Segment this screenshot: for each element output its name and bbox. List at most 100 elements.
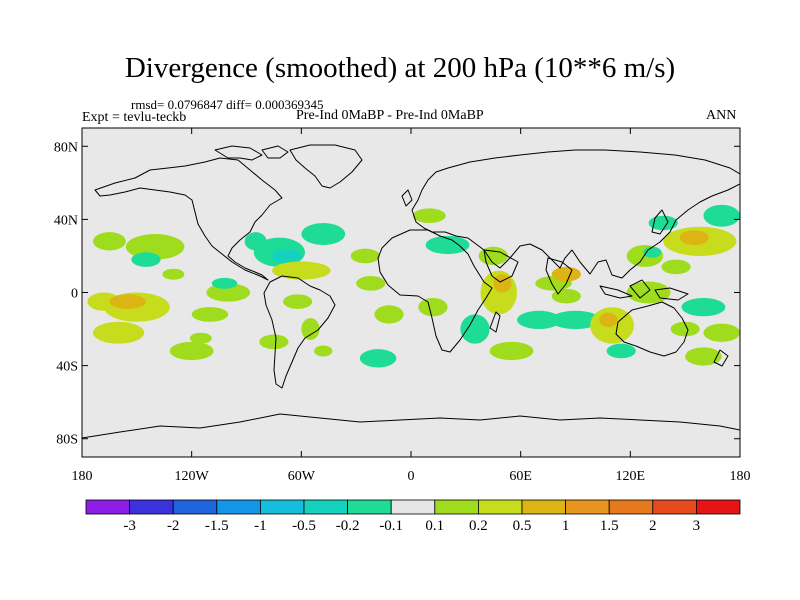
coast-canada-islands: [214, 145, 289, 161]
anomaly-blob: [301, 318, 320, 341]
colorbar-swatch: [652, 499, 697, 515]
x-tick-label: 120E: [616, 469, 646, 484]
anomaly-blob: [301, 223, 346, 245]
colorbar-label: -2: [167, 518, 180, 534]
anomaly-blob: [189, 332, 212, 344]
coast-greenland: [289, 144, 363, 189]
colorbar-label: -0.2: [336, 518, 360, 534]
anomaly-blob: [283, 294, 313, 309]
colorbar-label: 1: [562, 518, 570, 534]
colorbar-label: 0.5: [513, 518, 532, 534]
colorbar-swatch: [216, 499, 261, 515]
coast-eurasia: [411, 149, 740, 279]
x-tick-label: 180: [72, 469, 93, 484]
x-tick-label: 60E: [509, 469, 532, 484]
anomaly-blob: [206, 283, 251, 302]
anomaly-blob: [685, 347, 722, 366]
anomaly-blob: [412, 208, 446, 224]
anomaly-blob: [272, 261, 331, 280]
colorbar-swatch: [521, 499, 566, 515]
colorbar-swatch: [129, 499, 174, 515]
colorbar-swatch: [696, 499, 741, 515]
y-tick-label: 40S: [56, 360, 78, 375]
colorbar-label: 0.1: [425, 518, 444, 534]
axis-ticks: 80N 40N 0 40S 80S 180 120W 60W 0 60E 120E 180: [54, 128, 751, 484]
colorbar-label: -3: [123, 518, 136, 534]
plot-title: Divergence (smoothed) at 200 hPa (10**6 …: [124, 52, 676, 84]
colorbar-label: -0.1: [379, 518, 403, 534]
anomaly-blob: [679, 230, 709, 245]
coast-arabia: [483, 249, 519, 283]
anomaly-blob: [599, 312, 618, 328]
anomaly-blob: [460, 314, 490, 344]
colorbar-swatch: [390, 499, 436, 515]
experiment-label: Expt = tevlu-teckb: [82, 110, 187, 125]
colorbar-swatch: [477, 499, 523, 515]
stats-line: rmsd= 0.0796847 diff= 0.000369345: [131, 97, 324, 112]
anomaly-blob: [314, 345, 333, 357]
colorbar: -3 -2 -1.5 -1 -0.5 -0.2 -0.1 0.1 0.2 0.5 1 1.5 2 3: [85, 499, 741, 534]
y-tick-label: 40N: [54, 213, 78, 228]
anomaly-blob: [169, 341, 214, 361]
x-tick-label: 0: [408, 469, 415, 484]
colorbar-swatch: [303, 499, 348, 515]
coast-british-isles: [401, 189, 413, 207]
anomaly-blob: [374, 305, 404, 324]
coastlines: [82, 144, 740, 439]
coast-japan: [651, 209, 669, 235]
anomaly-blob: [211, 277, 238, 289]
x-tick-label: 60W: [288, 469, 316, 484]
y-tick-label: 80N: [54, 140, 78, 155]
anomaly-blob: [92, 321, 145, 344]
coast-africa: [377, 229, 493, 353]
anomaly-blob: [703, 204, 740, 227]
anomaly-blob: [643, 246, 662, 258]
colorbar-label: 3: [693, 518, 701, 534]
anomaly-blob: [359, 349, 397, 368]
coast-south-america: [263, 275, 336, 389]
anomaly-blob: [489, 341, 534, 361]
anomaly-blob: [350, 248, 380, 264]
anomaly-blob: [162, 268, 185, 280]
case-label: Pre-Ind 0MaBP - Pre-Ind 0MaBP: [296, 108, 484, 123]
anomaly-blob: [517, 310, 561, 330]
anomaly-blob: [191, 307, 229, 322]
anomaly-blob: [493, 274, 512, 293]
anomaly-blob: [109, 294, 146, 309]
anomaly-blob: [606, 343, 636, 359]
coast-indonesia: [599, 279, 689, 301]
anomaly-blob: [92, 232, 126, 251]
anomaly-blob: [356, 276, 386, 291]
x-tick-label: 180: [730, 469, 751, 484]
colorbar-label: 2: [649, 518, 657, 534]
anomaly-blob: [549, 310, 602, 330]
x-tick-label: 120W: [175, 469, 210, 484]
anomaly-blob: [670, 321, 700, 337]
anomaly-blob: [425, 235, 470, 255]
anomaly-blob: [418, 297, 448, 317]
colorbar-swatch: [434, 499, 479, 515]
colorbar-label: -1.5: [205, 518, 229, 534]
coast-australia: [615, 301, 689, 357]
anomaly-blob: [131, 252, 161, 267]
colorbar-swatch: [565, 499, 610, 515]
coast-india: [545, 257, 573, 295]
y-tick-label: 80S: [56, 433, 78, 448]
colorbar-label: 0.2: [469, 518, 488, 534]
y-tick-label: 0: [71, 287, 78, 302]
coast-antarctica: [82, 413, 740, 439]
season-label: ANN: [706, 108, 737, 123]
anomaly-blob: [648, 215, 678, 231]
anomaly-blob: [272, 248, 302, 264]
colorbar-swatch: [172, 499, 218, 515]
colorbar-swatch: [347, 499, 392, 515]
colorbar-label: -1: [254, 518, 267, 534]
anomaly-field: [87, 204, 740, 368]
anomaly-blob: [259, 334, 289, 350]
coast-new-zealand: [713, 349, 729, 367]
colorbar-swatch: [608, 499, 654, 515]
anomaly-blob: [681, 297, 726, 317]
anomaly-blob: [661, 259, 691, 275]
coast-north-america: [94, 157, 283, 281]
